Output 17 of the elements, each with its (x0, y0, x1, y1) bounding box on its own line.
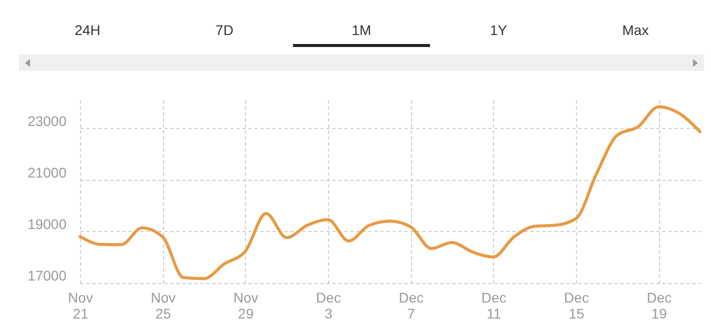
x-tick-label: Dec 15 (564, 290, 589, 322)
y-tick-label: 21000 (28, 164, 67, 180)
x-tick-label: Nov 29 (233, 290, 258, 322)
x-tick-label: Dec 19 (646, 290, 672, 322)
y-tick-label: 19000 (28, 216, 67, 232)
x-tick-label: Nov 21 (68, 290, 93, 322)
text: 7D (214, 21, 234, 40)
x-tick-label: Dec 11 (481, 290, 506, 322)
y-tick-label: 23000 (28, 112, 67, 129)
x-tick-label: Nov 25 (150, 290, 176, 322)
text: 1M (293, 16, 430, 47)
text: 24H (74, 21, 102, 40)
x-tick-label: Dec 7 (398, 290, 424, 322)
x-tick-label: Dec 3 (316, 290, 341, 322)
y-tick-label: 17000 (28, 268, 67, 284)
text: Max (621, 21, 650, 40)
text: 1Y (488, 21, 508, 40)
